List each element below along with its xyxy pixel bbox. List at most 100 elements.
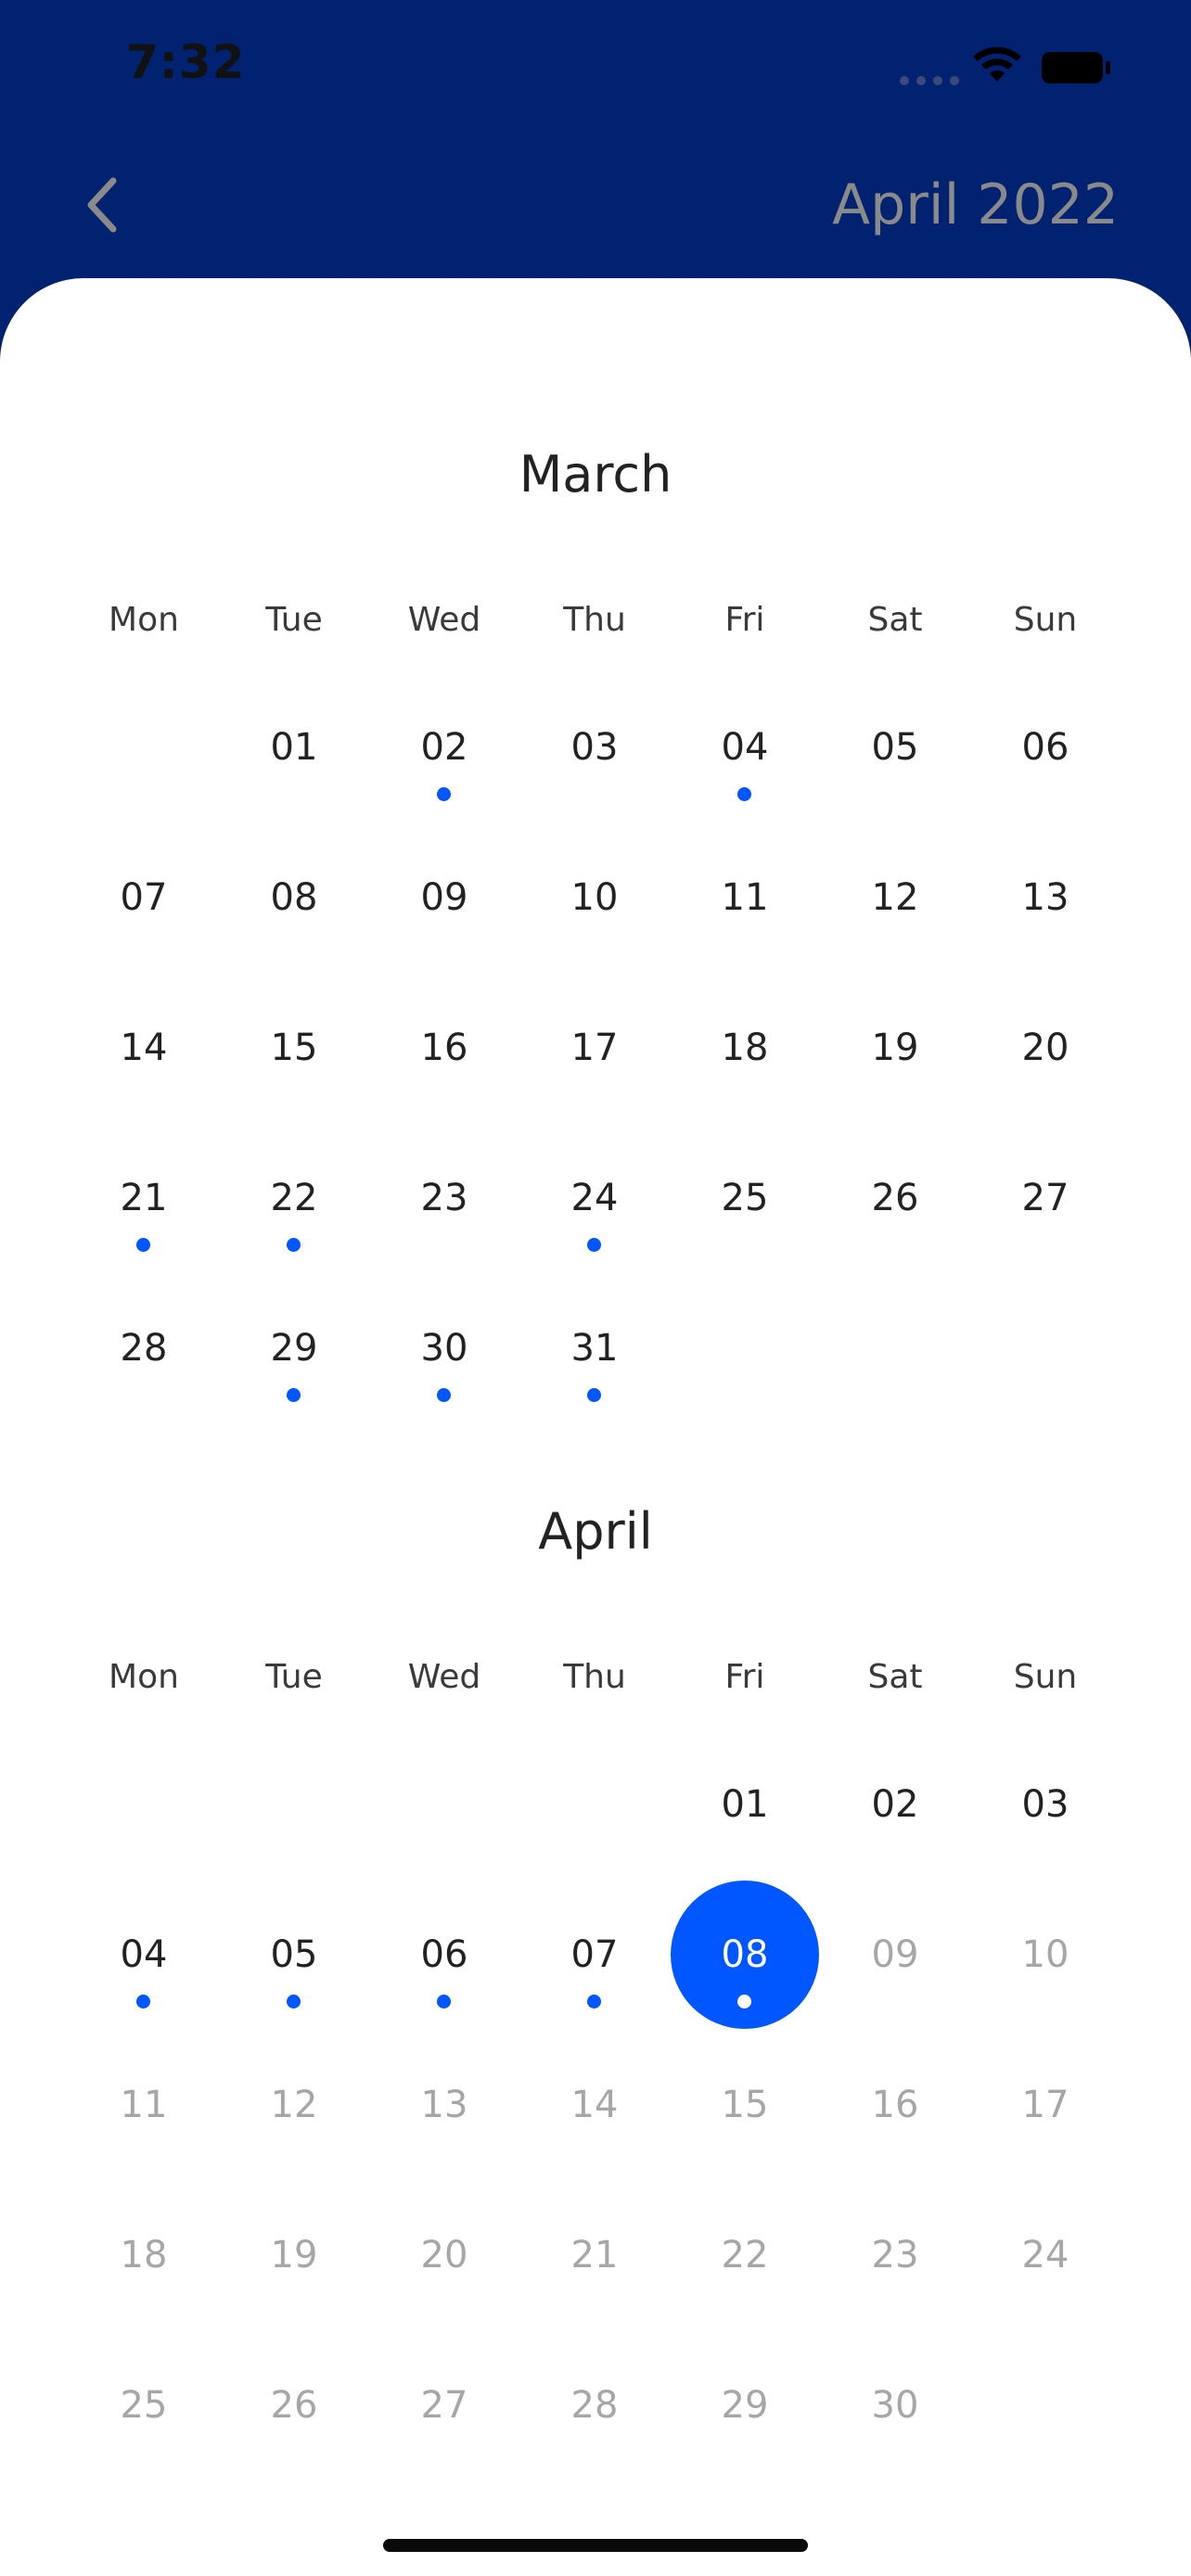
back-button[interactable]: [74, 172, 130, 237]
day-cell-march-13[interactable]: 13: [971, 823, 1120, 972]
month-title-march: March: [519, 445, 672, 504]
day-number: 15: [270, 1027, 318, 1069]
day-cell-march-27[interactable]: 27: [971, 1124, 1120, 1272]
day-number: 14: [570, 2084, 619, 2126]
day-number: 07: [570, 1933, 619, 1976]
day-cell-march-19[interactable]: 19: [821, 974, 969, 1122]
day-number: 12: [871, 876, 919, 919]
event-dot-icon: [287, 1388, 301, 1402]
day-cell-april-21: 21: [520, 2181, 669, 2329]
day-number: 29: [721, 2384, 769, 2427]
day-number: 28: [120, 1327, 168, 1370]
day-number: 25: [721, 1177, 769, 1219]
day-cell-march-30[interactable]: 30: [370, 1274, 519, 1422]
day-cell-march-21[interactable]: 21: [70, 1124, 218, 1272]
day-cell-april-25: 25: [70, 2331, 218, 2480]
day-cell-april-05[interactable]: 05: [220, 1881, 368, 2029]
day-number: 26: [270, 2384, 318, 2427]
day-cell-march-10[interactable]: 10: [520, 823, 669, 972]
day-cell-march-28[interactable]: 28: [70, 1274, 218, 1422]
event-dot-icon: [737, 787, 751, 801]
day-number: 13: [1021, 876, 1069, 919]
day-number: 07: [120, 876, 168, 919]
day-cell-march-02[interactable]: 02: [370, 673, 519, 822]
day-cell-april-08[interactable]: 08: [671, 1881, 819, 2029]
day-cell-april-04[interactable]: 04: [70, 1881, 218, 2029]
day-number: 10: [1021, 1933, 1069, 1976]
day-number: 30: [420, 1327, 468, 1370]
status-bar: 7:32: [0, 0, 1191, 139]
home-indicator[interactable]: [383, 2539, 808, 2552]
calendar-sheet: March Mon Tue Wed Thu Fri Sat Sun 01 02 03 04 05 06 07…: [0, 278, 1191, 2576]
event-dot-icon: [587, 1238, 601, 1252]
day-cell-march-14[interactable]: 14: [70, 974, 218, 1122]
day-number: 17: [1021, 2084, 1069, 2126]
day-cell-march-03[interactable]: 03: [520, 673, 669, 822]
day-number: 02: [420, 726, 468, 769]
event-dot-icon: [737, 1995, 751, 2009]
day-cell-april-03[interactable]: 03: [971, 1730, 1120, 1879]
day-cell-march-16[interactable]: 16: [370, 974, 519, 1122]
day-cell-april-29: 29: [671, 2331, 819, 2480]
day-cell-march-23[interactable]: 23: [370, 1124, 519, 1272]
status-time: 7:32: [126, 35, 246, 89]
day-cell-march-31[interactable]: 31: [520, 1274, 669, 1422]
weekday-label: Tue: [265, 601, 323, 639]
day-number: 03: [570, 726, 619, 769]
event-dot-icon: [437, 787, 451, 801]
day-cell-march-25[interactable]: 25: [671, 1124, 819, 1272]
day-number: 13: [420, 2084, 468, 2126]
day-cell-april-15: 15: [671, 2031, 819, 2179]
event-dot-icon: [136, 1238, 150, 1252]
day-cell-march-08[interactable]: 08: [220, 823, 368, 972]
day-cell-april-30: 30: [821, 2331, 969, 2480]
day-number: 12: [270, 2084, 318, 2126]
wifi-icon: [973, 46, 1021, 82]
day-cell-march-26[interactable]: 26: [821, 1124, 969, 1272]
day-number: 21: [120, 1177, 168, 1219]
day-cell-march-17[interactable]: 17: [520, 974, 669, 1122]
day-number: 16: [871, 2084, 919, 2126]
weekday-label: Thu: [563, 1658, 626, 1696]
day-cell-march-24[interactable]: 24: [520, 1124, 669, 1272]
day-cell-april-17: 17: [971, 2031, 1120, 2179]
day-cell-march-15[interactable]: 15: [220, 974, 368, 1122]
day-cell-march-01[interactable]: 01: [220, 673, 368, 822]
day-cell-april-01[interactable]: 01: [671, 1730, 819, 1879]
day-number: 30: [871, 2384, 919, 2427]
weekday-label: Sat: [867, 1658, 923, 1696]
day-cell-march-11[interactable]: 11: [671, 823, 819, 972]
day-cell-march-18[interactable]: 18: [671, 974, 819, 1122]
day-cell-april-06[interactable]: 06: [370, 1881, 519, 2029]
event-dot-icon: [587, 1388, 601, 1402]
day-cell-march-07[interactable]: 07: [70, 823, 218, 972]
signal-icon: [900, 76, 959, 85]
weekday-label: Mon: [109, 601, 179, 639]
day-cell-april-13: 13: [370, 2031, 519, 2179]
day-number: 19: [270, 2234, 318, 2276]
day-number: 11: [721, 876, 769, 919]
weekday-label: Thu: [563, 601, 626, 639]
month-title-april: April: [538, 1502, 653, 1561]
day-cell-march-04[interactable]: 04: [671, 673, 819, 822]
day-cell-march-20[interactable]: 20: [971, 974, 1120, 1122]
day-number: 28: [570, 2384, 619, 2427]
day-cell-april-02[interactable]: 02: [821, 1730, 969, 1879]
day-cell-march-12[interactable]: 12: [821, 823, 969, 972]
day-cell-march-22[interactable]: 22: [220, 1124, 368, 1272]
weekday-label: Wed: [407, 1658, 481, 1696]
day-number: 24: [1021, 2234, 1069, 2276]
day-cell-march-09[interactable]: 09: [370, 823, 519, 972]
day-cell-april-07[interactable]: 07: [520, 1881, 669, 2029]
day-cell-march-05[interactable]: 05: [821, 673, 969, 822]
day-cell-march-29[interactable]: 29: [220, 1274, 368, 1422]
weekday-label: Tue: [265, 1658, 323, 1696]
day-number: 01: [721, 1783, 769, 1826]
day-number: 08: [721, 1933, 769, 1976]
day-cell-march-06[interactable]: 06: [971, 673, 1120, 822]
day-cell-april-19: 19: [220, 2181, 368, 2329]
day-cell-april-18: 18: [70, 2181, 218, 2329]
day-number: 05: [270, 1933, 318, 1976]
weekday-header: Mon Tue Wed Thu Fri Sat Sun: [0, 1658, 1191, 1714]
day-cell-april-16: 16: [821, 2031, 969, 2179]
